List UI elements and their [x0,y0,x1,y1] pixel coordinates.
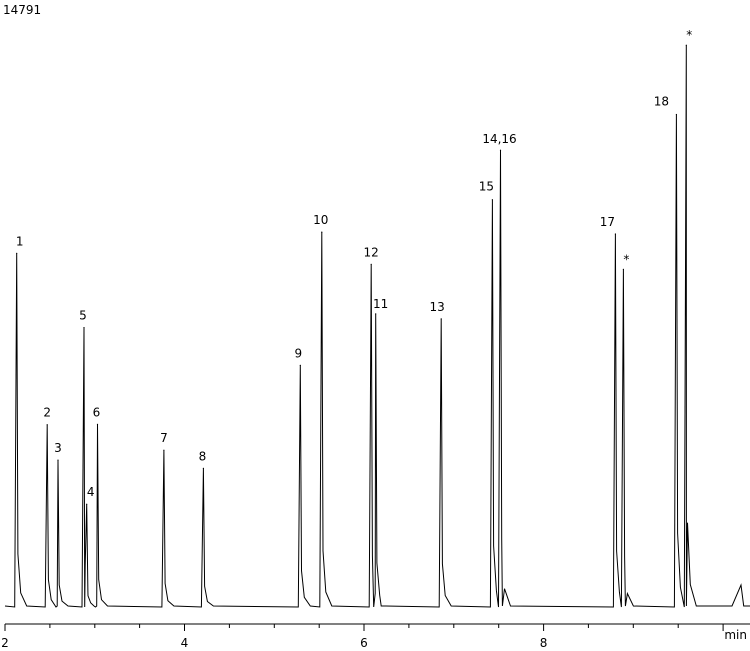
x-axis-unit-label: min [724,628,747,642]
peak-label: 1 [16,234,24,248]
peak-apex-10-9 [321,231,323,233]
peak-label: 5 [79,309,87,323]
x-axis: 2 4 6 8 [1,623,750,650]
peak-label: * [686,28,692,42]
peak-apex-3-2 [57,459,59,461]
x-tick-label: 2 [1,636,9,650]
x-tick-label: 8 [540,636,548,650]
peak-label: 6 [93,405,101,419]
peak-label: 17 [600,215,615,229]
peak-apex-4-4 [86,503,88,505]
peak-label: * [623,252,629,266]
peak-apex-15-13 [491,199,493,201]
peak-apex-8-7 [202,467,204,469]
peak-label: 7 [160,431,168,445]
peak-label: 9 [294,346,302,360]
x-tick-label: 4 [181,636,189,650]
peak-apex-17-15 [614,233,617,235]
peak-apex-18-17 [675,113,678,116]
peak-apex-1416-14 [499,149,502,151]
peak-label: 4 [87,485,95,499]
signal-max-label: 14791 [3,3,41,17]
peak-label: 14,16 [482,132,516,146]
x-tick-label: 6 [360,636,368,650]
peak-apex-5-3 [83,327,85,329]
peak-label: 15 [479,180,494,194]
peak-label: 11 [373,297,388,311]
peak-apex-12-10 [370,263,372,265]
peak-label: 18 [654,95,669,109]
peak-apex-11-11 [375,313,377,315]
peak-apex--18 [685,44,687,46]
peak-apex-1-0 [16,252,18,254]
peak-apex-7-6 [163,449,165,451]
peak-label: 8 [199,449,207,463]
peak-label: 2 [43,406,51,420]
peak-label: 3 [54,441,62,455]
trace-layer [4,45,750,608]
peak-apex--16 [622,268,625,270]
peak-apex-2-1 [46,424,48,426]
peak-apex-13-12 [440,318,442,320]
chromatogram-trace [4,45,750,608]
peak-label: 12 [364,245,379,259]
peak-apex-9-8 [299,364,301,366]
peak-apex-6-5 [96,423,99,425]
peak-label: 13 [430,300,445,314]
peak-label: 10 [313,213,328,227]
